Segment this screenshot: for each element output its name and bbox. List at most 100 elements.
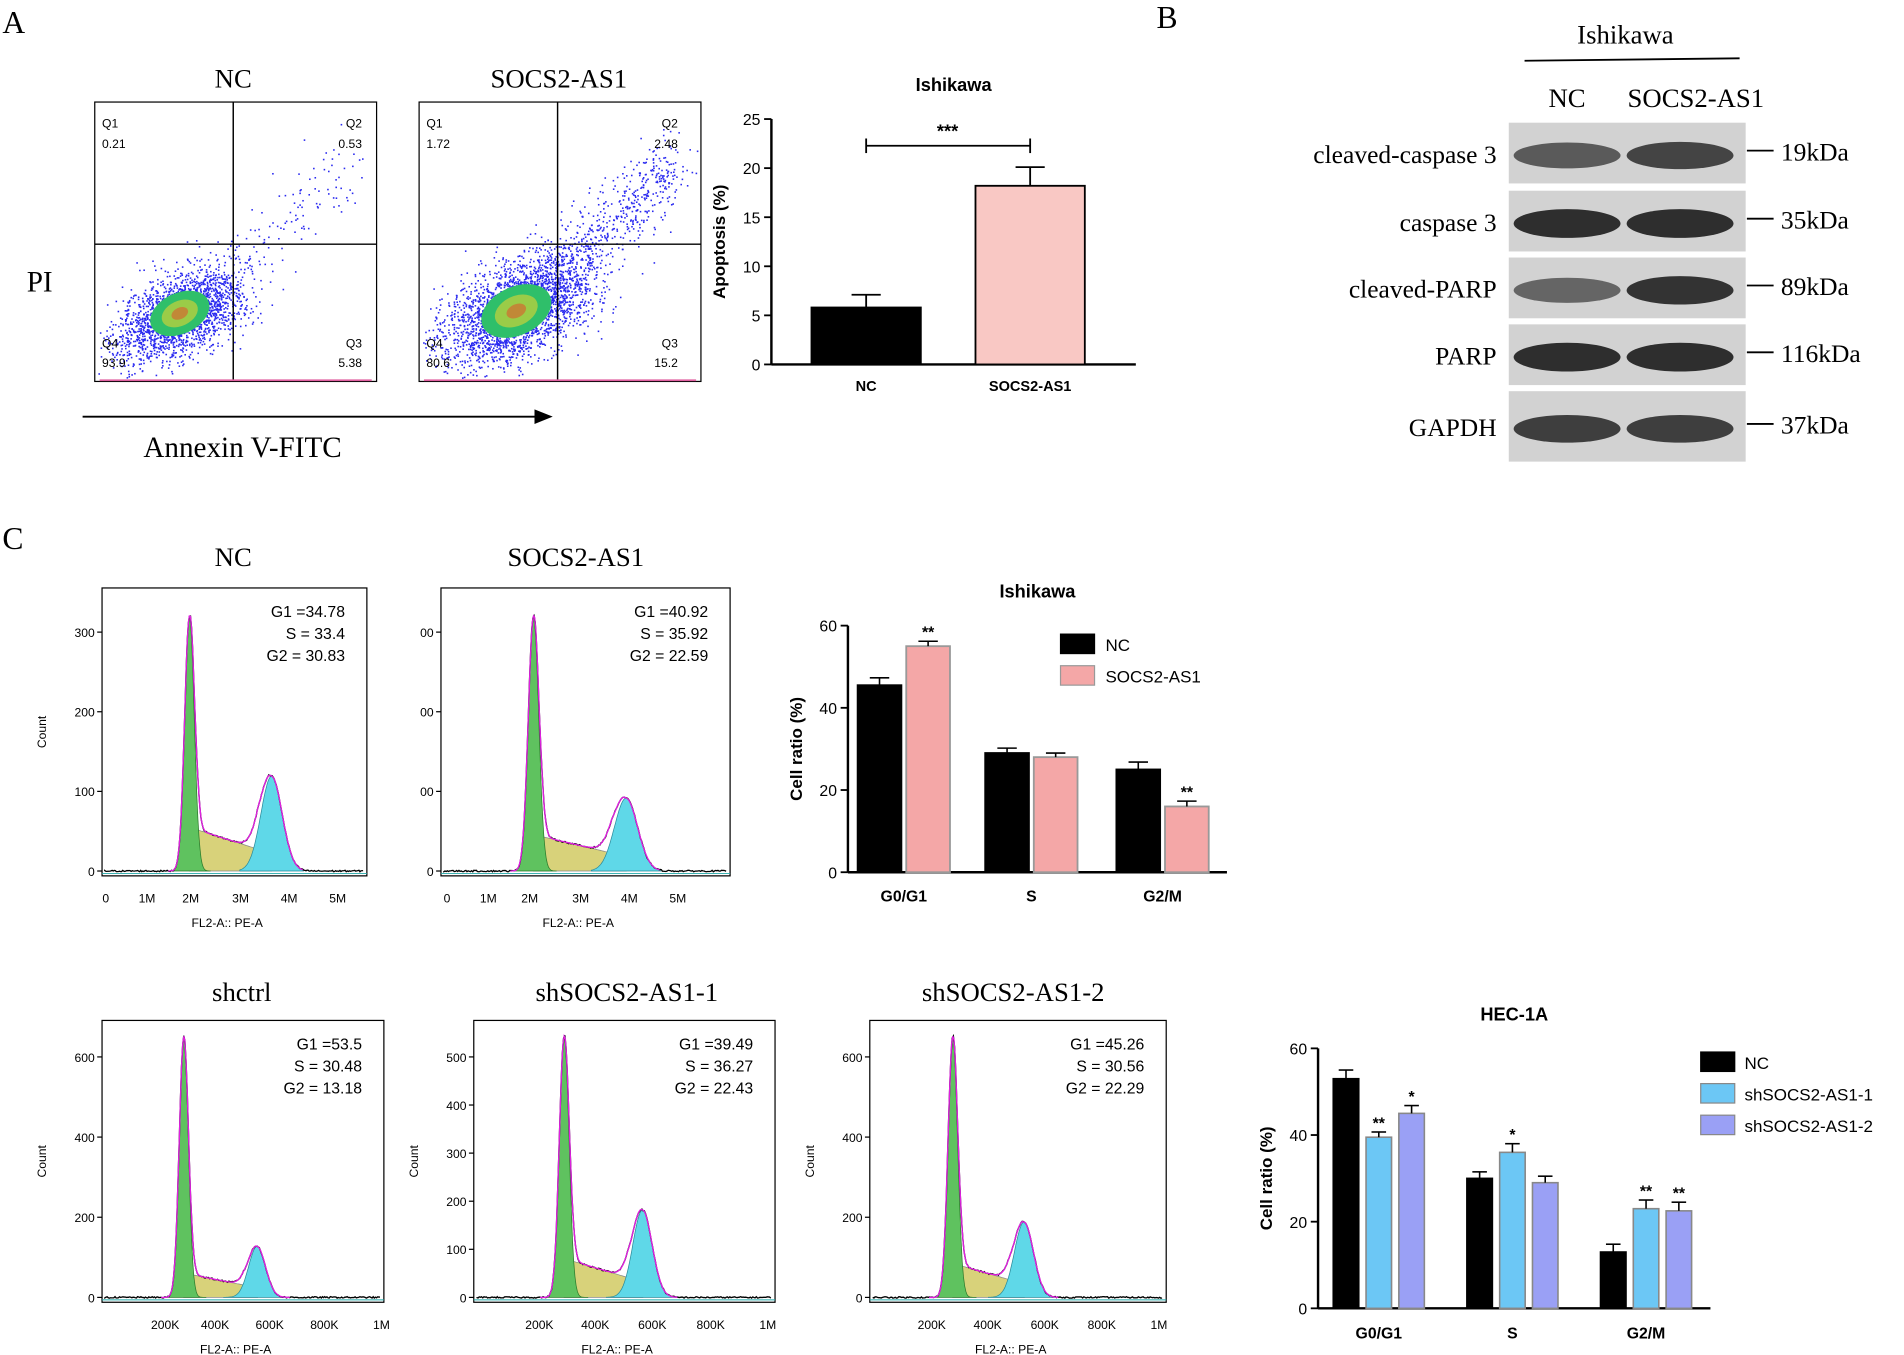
flow-event	[540, 340, 543, 343]
flow-event	[133, 364, 135, 366]
flow-event	[503, 342, 505, 344]
flow-event	[308, 194, 311, 196]
flow-event	[453, 339, 455, 342]
flow-event	[194, 329, 196, 332]
flow-event	[302, 214, 304, 217]
flow-event	[486, 337, 488, 339]
flow-event	[541, 280, 544, 282]
flow-event	[143, 269, 145, 272]
flow-event	[362, 158, 364, 160]
flow-event	[194, 288, 197, 291]
flow-event	[206, 327, 209, 330]
flow-event	[209, 264, 212, 267]
flow-event	[119, 362, 121, 365]
flow-event	[214, 306, 217, 308]
flow-event	[468, 365, 471, 367]
flow-event	[138, 334, 141, 336]
flow-event	[226, 297, 228, 299]
flow-event	[255, 296, 257, 298]
flow-event	[509, 272, 511, 275]
flow-event	[137, 298, 140, 301]
flow-event	[522, 344, 525, 347]
flow-event	[535, 270, 538, 273]
flow-event	[453, 313, 456, 315]
flow-event	[541, 333, 544, 335]
flow-event	[134, 340, 137, 343]
flow-event	[607, 273, 609, 276]
flow-event	[469, 359, 472, 362]
flow-event	[226, 291, 228, 293]
flow-event	[425, 331, 427, 334]
flow-event	[149, 331, 151, 334]
flow-event	[198, 283, 200, 285]
flow-event	[566, 296, 568, 299]
flow-event	[519, 350, 521, 352]
flow-event	[177, 268, 179, 270]
flow-event	[199, 326, 201, 328]
flow-event	[126, 337, 129, 340]
flow-event	[506, 285, 509, 287]
flow-event	[239, 282, 242, 285]
flow-event	[299, 204, 301, 206]
flow-event	[536, 328, 538, 330]
flow-event	[160, 336, 163, 339]
flow-event	[128, 342, 131, 345]
flow-event	[147, 310, 149, 313]
flow-event	[257, 317, 259, 319]
flow-event	[186, 258, 189, 261]
flow-event	[604, 291, 606, 293]
flow-event	[497, 342, 500, 345]
flow-event	[525, 281, 527, 283]
flow-event	[569, 312, 571, 314]
flow-event	[214, 289, 217, 291]
flow-event	[161, 345, 163, 347]
flow-event	[532, 332, 535, 335]
flow-event	[106, 335, 108, 338]
flow-event	[454, 310, 457, 312]
flow-event	[580, 293, 583, 296]
flow-event	[570, 297, 573, 300]
flow-event	[484, 346, 487, 349]
flow-event	[525, 282, 527, 285]
flow-event	[507, 344, 509, 347]
flow-event	[243, 314, 246, 317]
flow-event	[188, 289, 191, 291]
flow-event	[144, 335, 146, 338]
flow-event	[537, 260, 540, 262]
flow-event	[476, 339, 479, 342]
flow-event	[569, 277, 571, 279]
flow-event	[200, 323, 203, 326]
flow-event	[200, 291, 202, 293]
flow-event	[125, 314, 128, 316]
flow-event	[549, 331, 552, 333]
flow-event	[500, 287, 502, 289]
flow-event	[138, 328, 140, 330]
flow-event	[478, 366, 481, 368]
flow-event	[444, 350, 447, 353]
flow-event	[498, 260, 500, 262]
flow-event	[559, 304, 562, 307]
flow-event	[227, 302, 229, 305]
flow-event	[111, 360, 113, 362]
flow-event	[157, 301, 159, 303]
flow-event	[439, 309, 441, 311]
flow-event	[296, 218, 299, 220]
flow-event	[146, 314, 148, 317]
flow-event	[157, 295, 159, 297]
flow-event	[131, 323, 134, 325]
flow-event	[547, 323, 550, 326]
flow-event	[198, 339, 201, 341]
flow-event	[466, 354, 469, 356]
flow-event	[361, 176, 363, 179]
flow-event	[140, 363, 143, 365]
flow-event	[549, 263, 551, 266]
flow-event	[162, 295, 165, 297]
flow-event	[577, 319, 580, 322]
flow-event	[207, 319, 209, 321]
flow-event	[553, 291, 556, 294]
flow-event	[220, 295, 222, 298]
flow-event	[484, 330, 486, 333]
flow-event	[519, 271, 521, 273]
flow-event	[482, 303, 485, 306]
flow-event	[491, 292, 493, 294]
